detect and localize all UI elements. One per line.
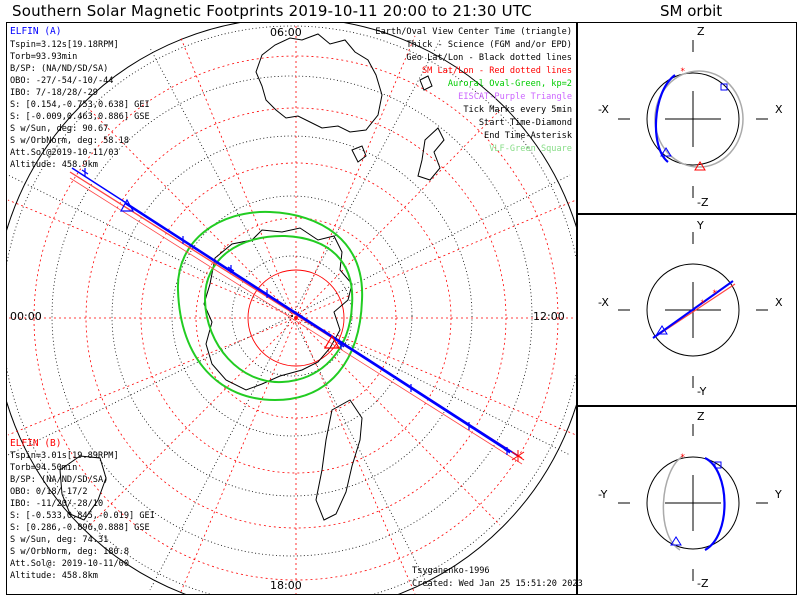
elfin-a-track xyxy=(71,167,519,457)
track-markers xyxy=(119,198,525,462)
elfin-b-line: IBO: -11/20/-28/10 xyxy=(10,499,104,509)
island-outline xyxy=(419,75,433,91)
australia-outline xyxy=(255,33,383,133)
elfin-a-line: S: [0.154,-0.753,0.638] GEI xyxy=(10,100,150,110)
elfin-b-line: Att.Sol@: 2019-10-11/00 xyxy=(10,559,129,569)
south-america-outline xyxy=(315,399,363,521)
africa-outline xyxy=(59,455,107,521)
orbit-xy-plot: * * xyxy=(618,232,768,388)
auroral-oval-outer xyxy=(176,210,364,402)
sm-orbit-panel-xy xyxy=(577,214,797,406)
legend-entry: Earth/Oval View Center Time (triangle) xyxy=(375,27,572,37)
elfin-a-line: Att.Sol@2019-10-11/03 xyxy=(10,148,119,158)
elfin-b-view-triangle xyxy=(323,334,341,349)
orbit-xz-plot: * xyxy=(618,40,768,198)
legend-entry: Thick - Science (FGM and/or EPD) xyxy=(406,40,572,50)
elfin-b-line: Altitude: 458.8km xyxy=(10,571,98,581)
sm-orbit-panel-yz xyxy=(577,406,797,595)
axis-label: -Z xyxy=(697,577,709,590)
legend-entry: EISCAT-Purple Triangle xyxy=(458,92,572,102)
elfin-b-end-asterisk xyxy=(511,450,525,462)
elfin-b-name: ELFIN (B) xyxy=(10,438,62,449)
tasmania-outline xyxy=(351,145,367,163)
elfin-a-view-triangle xyxy=(119,198,135,212)
svg-text:*: * xyxy=(680,453,685,463)
elfin-b-line: S w/Sun, deg: 74.31 xyxy=(10,535,109,545)
axis-label: Y xyxy=(697,219,704,232)
orbit-yz-plot: * xyxy=(618,424,768,581)
axis-label: -X xyxy=(598,103,609,116)
axis-label: X xyxy=(775,103,783,116)
axis-label: -Y xyxy=(598,488,608,501)
svg-text:*: * xyxy=(680,67,685,77)
elfin-b-line: S w/OrbNorm, deg: 180.8 xyxy=(10,547,129,557)
track-ticks xyxy=(81,168,511,455)
geo-lat-circles xyxy=(7,25,576,594)
svg-text:*: * xyxy=(700,299,705,309)
elfin-a-line: OBO: -27/-54/-10/-44 xyxy=(10,76,114,86)
mlt-label-right: 12:00 xyxy=(533,310,565,323)
auroral-ovals xyxy=(176,210,364,402)
axis-label: -Z xyxy=(697,196,709,209)
elfin-b-line: Torb=94.50min xyxy=(10,463,78,473)
elfin-b-line: OBO: 0/18/-17/2 xyxy=(10,487,88,497)
sm-orbit-title: SM orbit xyxy=(660,2,723,20)
sm-orbit-panel-xz xyxy=(577,22,797,214)
axis-label: Y xyxy=(775,488,782,501)
axis-label: Z xyxy=(697,410,705,423)
created-timestamp: Created: Wed Jan 25 15:51:20 2023 xyxy=(412,579,583,589)
mlt-label-left: 00:00 xyxy=(10,310,42,323)
elfin-b-line: Tspin=3.01s[19.89RPM] xyxy=(10,451,119,461)
elfin-b-line: S: [0.286,-0.896,0.888] GSE xyxy=(10,523,150,533)
model-credit: Tsyganenko-1996 xyxy=(412,566,490,576)
elfin-b-line: B/SP: (NA/ND/SD/SA) xyxy=(10,475,109,485)
legend-entry: Auroral Oval-Green, kp=2 xyxy=(447,79,572,89)
axis-label: -X xyxy=(598,296,609,309)
legend-entry: VLF-Green Square xyxy=(489,144,572,154)
sm-lon-lines xyxy=(7,24,576,594)
new-zealand-outline xyxy=(417,127,445,181)
mlt-label-bottom: 18:00 xyxy=(270,579,302,592)
elfin-a-name: ELFIN (A) xyxy=(10,26,62,37)
elfin-a-line: B/SP: (NA/ND/SD/SA) xyxy=(10,64,109,74)
elfin-a-line: S w/Sun, deg: 90.67 xyxy=(10,124,109,134)
svg-text:*: * xyxy=(712,289,717,299)
axis-label: -Y xyxy=(697,385,707,398)
elfin-a-line: S: [-0.009,0.463,0.886] GSE xyxy=(10,112,150,122)
axis-label: X xyxy=(775,296,783,309)
auroral-oval-inner xyxy=(203,234,354,384)
elfin-a-line: Torb=93.93min xyxy=(10,52,78,62)
legend-entry: End Time-Asterisk xyxy=(484,131,572,141)
elfin-a-line: Tspin=3.12s[19.18RPM] xyxy=(10,40,119,50)
page-title: Southern Solar Magnetic Footprints 2019-… xyxy=(12,2,532,20)
footprint-map-panel xyxy=(6,22,577,595)
antarctica-outline xyxy=(203,227,353,391)
mlt-label-top: 06:00 xyxy=(270,26,302,39)
legend-entry: Geo Lat/Lon - Black dotted lines xyxy=(406,53,572,63)
elfin-a-line: S w/OrbNorm, deg: 58.18 xyxy=(10,136,129,146)
legend-entry: SM Lat/Lon - Red dotted lines xyxy=(421,66,572,76)
legend-entry: Start Time-Diamond xyxy=(478,118,572,128)
elfin-a-line: Altitude: 458.9km xyxy=(10,160,98,170)
elfin-b-line: S: [-0.533,0.845,-0.019] GEI xyxy=(10,511,155,521)
axis-label: Z xyxy=(697,25,705,38)
continent-outlines xyxy=(59,33,445,521)
legend-entry: Tick Marks every 5min xyxy=(463,105,572,115)
elfin-a-line: IBO: 7/-18/28/-29 xyxy=(10,88,98,98)
